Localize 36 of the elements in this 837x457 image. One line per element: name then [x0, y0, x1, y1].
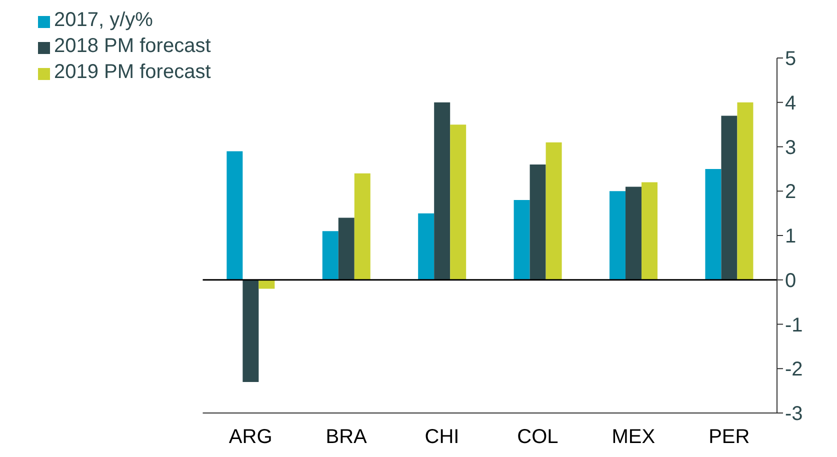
y-tick-label: 0 — [785, 270, 796, 292]
bar — [322, 231, 338, 280]
y-tick-label: -1 — [785, 314, 803, 336]
y-tick-label: 1 — [785, 226, 796, 248]
bar — [514, 200, 530, 280]
bar — [546, 142, 562, 280]
bar — [338, 218, 354, 280]
bar — [434, 102, 450, 280]
y-tick-label: 5 — [785, 48, 796, 70]
bar — [530, 164, 546, 280]
x-tick-label: ARG — [228, 426, 272, 448]
y-tick-label: 3 — [785, 136, 796, 159]
x-tick-label: BRA — [326, 426, 368, 448]
bar — [226, 151, 243, 280]
x-tick-label: PER — [708, 426, 750, 448]
x-tick-label: CHI — [424, 426, 460, 448]
y-tick-label: 2 — [785, 181, 796, 204]
bar — [450, 124, 466, 280]
legend-label: 2019 PM forecast — [54, 61, 211, 83]
legend-label: 2018 PM forecast — [54, 35, 211, 57]
bar — [737, 102, 754, 280]
bar — [610, 191, 626, 280]
bar — [418, 213, 434, 280]
bar — [642, 182, 658, 280]
bar — [258, 280, 275, 289]
bar — [242, 280, 259, 382]
x-tick-label: MEX — [612, 426, 656, 448]
y-tick-label: -3 — [785, 403, 803, 426]
bar — [705, 168, 722, 280]
bar — [354, 173, 370, 280]
bar — [626, 186, 642, 280]
bar — [721, 116, 738, 280]
y-tick-label: 4 — [785, 92, 796, 114]
x-tick-label: COL — [517, 426, 558, 448]
legend-label: 2017, y/y% — [54, 9, 153, 31]
y-tick-label: -2 — [785, 358, 803, 381]
